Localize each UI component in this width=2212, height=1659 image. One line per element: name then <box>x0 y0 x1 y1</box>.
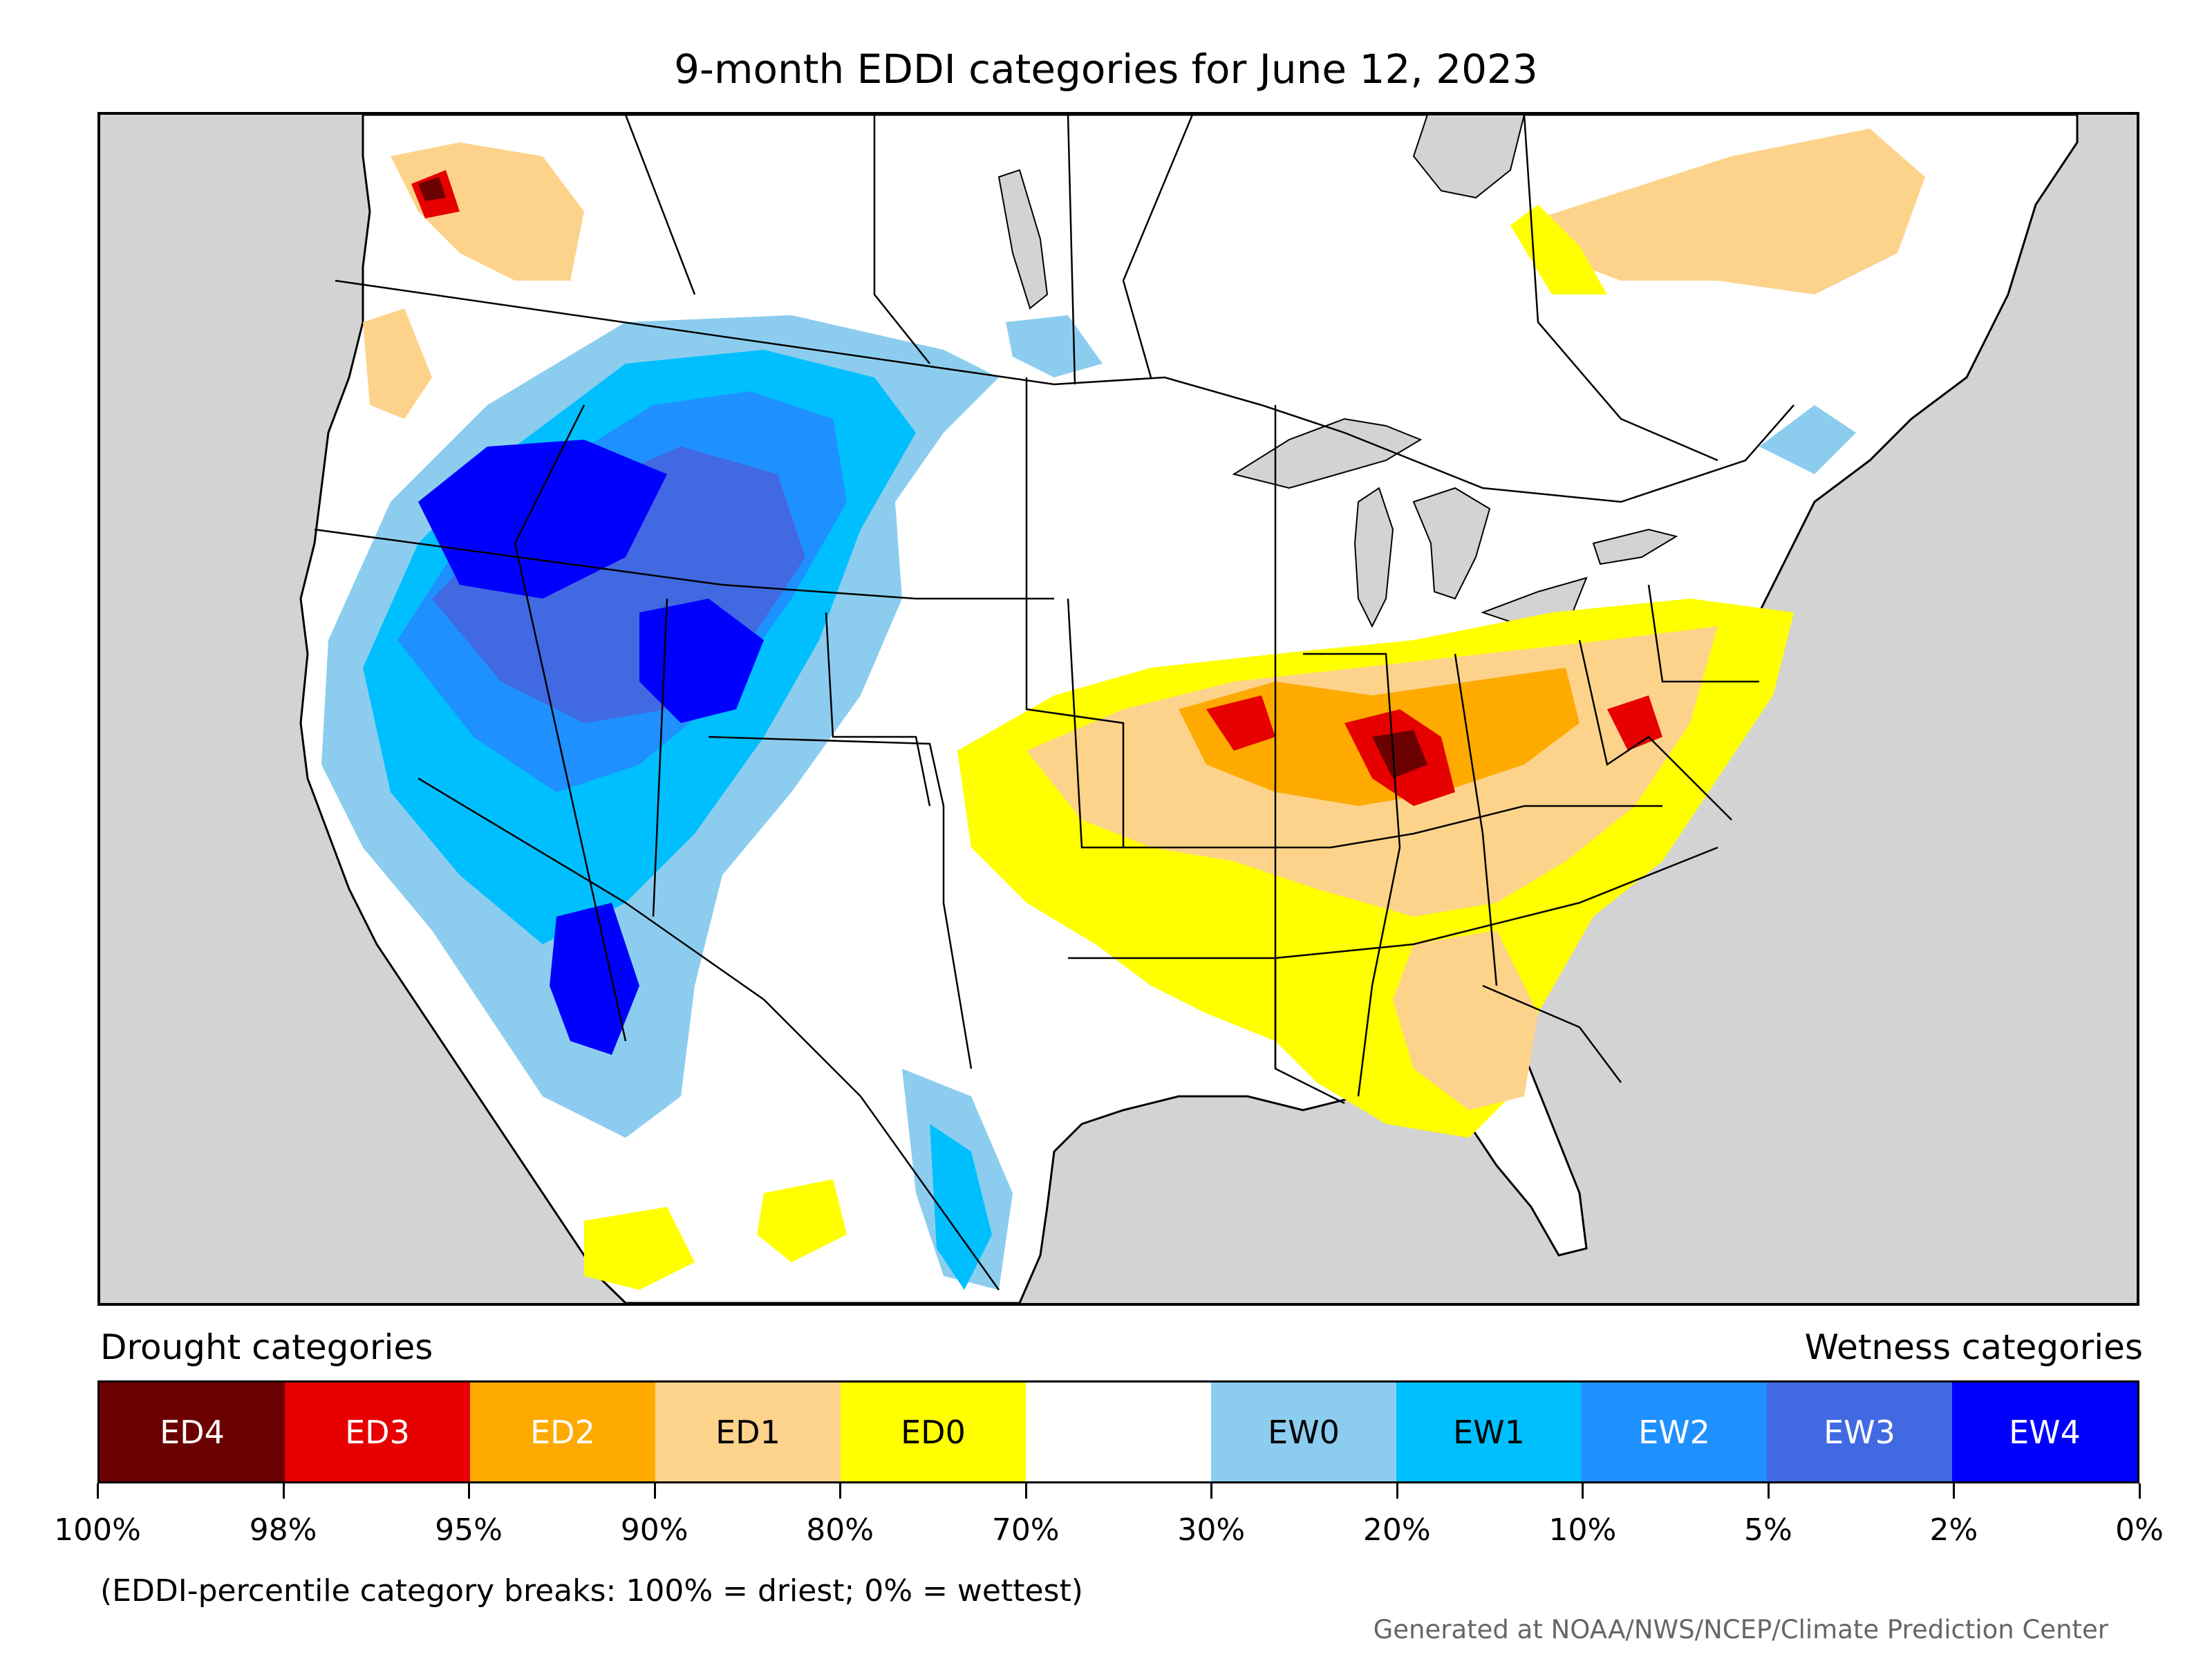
legend-swatch-ed3: ED3 <box>285 1382 470 1481</box>
wetness-patches <box>321 315 1856 1290</box>
eddi-map <box>97 112 2139 1306</box>
colorbar-tick <box>839 1483 842 1499</box>
colorbar-tick <box>1582 1483 1584 1499</box>
colorbar-tick-label: 95% <box>435 1512 503 1548</box>
colorbar-tick <box>653 1483 656 1499</box>
colorbar-tick-label: 90% <box>620 1512 688 1548</box>
colorbar-tick-label: 5% <box>1744 1512 1792 1548</box>
legend-swatch-ew4: EW4 <box>1952 1382 2137 1481</box>
colorbar-tick <box>2139 1483 2141 1499</box>
legend-swatch-ew1: EW1 <box>1396 1382 1582 1481</box>
legend-swatch-ed1: ED1 <box>655 1382 841 1481</box>
colorbar-tick-label: 100% <box>54 1512 141 1548</box>
colorbar-tick-label: 0% <box>2115 1512 2164 1548</box>
legend-swatch-ew2: EW2 <box>1582 1382 1767 1481</box>
map-title: 9-month EDDI categories for June 12, 202… <box>674 46 1538 93</box>
colorbar-tick-label: 2% <box>1929 1512 1978 1548</box>
great-lakes <box>1232 418 1678 628</box>
colorbar-tick-label: 80% <box>806 1512 874 1548</box>
category-breaks-caption: (EDDI-percentile category breaks: 100% =… <box>100 1573 1083 1609</box>
colorbar-tick-label: 10% <box>1548 1512 1617 1548</box>
hudson-bay <box>1412 115 1526 199</box>
map-canvas <box>100 115 2137 1303</box>
legend-swatch-ew3: EW3 <box>1767 1382 1952 1481</box>
colorbar-ticks <box>97 1483 2141 1500</box>
borders <box>314 115 1794 1291</box>
drought-patches <box>363 129 1925 1290</box>
credit-line: Generated at NOAA/NWS/NCEP/Climate Predi… <box>1373 1615 2108 1644</box>
category-colorbar: ED4 ED3 ED2 ED1 ED0 EW0 EW1 EW2 EW3 EW4 <box>97 1380 2139 1483</box>
colorbar-tick-label: 30% <box>1177 1512 1246 1548</box>
colorbar-tick <box>97 1483 99 1499</box>
colorbar-tick <box>468 1483 471 1499</box>
legend-swatch-ed2: ED2 <box>470 1382 655 1481</box>
wetness-categories-heading: Wetness categories <box>1804 1327 2143 1367</box>
legend-swatch-ed4: ED4 <box>100 1382 285 1481</box>
colorbar-tick-label: 20% <box>1362 1512 1431 1548</box>
legend-swatch-ew0: EW0 <box>1211 1382 1396 1481</box>
lake-winnipeg <box>997 169 1049 310</box>
colorbar-tick-label: 98% <box>249 1512 317 1548</box>
legend-swatch-ed0: ED0 <box>841 1382 1026 1481</box>
colorbar-tick-label: 70% <box>991 1512 1060 1548</box>
colorbar-tick <box>1024 1483 1027 1499</box>
colorbar-tick <box>282 1483 285 1499</box>
colorbar-tick <box>1953 1483 1956 1499</box>
colorbar-tick <box>1396 1483 1398 1499</box>
colorbar-tick <box>1210 1483 1213 1499</box>
legend-swatch-normal <box>1026 1382 1211 1481</box>
colorbar-tick <box>1767 1483 1770 1499</box>
drought-categories-heading: Drought categories <box>100 1327 433 1367</box>
